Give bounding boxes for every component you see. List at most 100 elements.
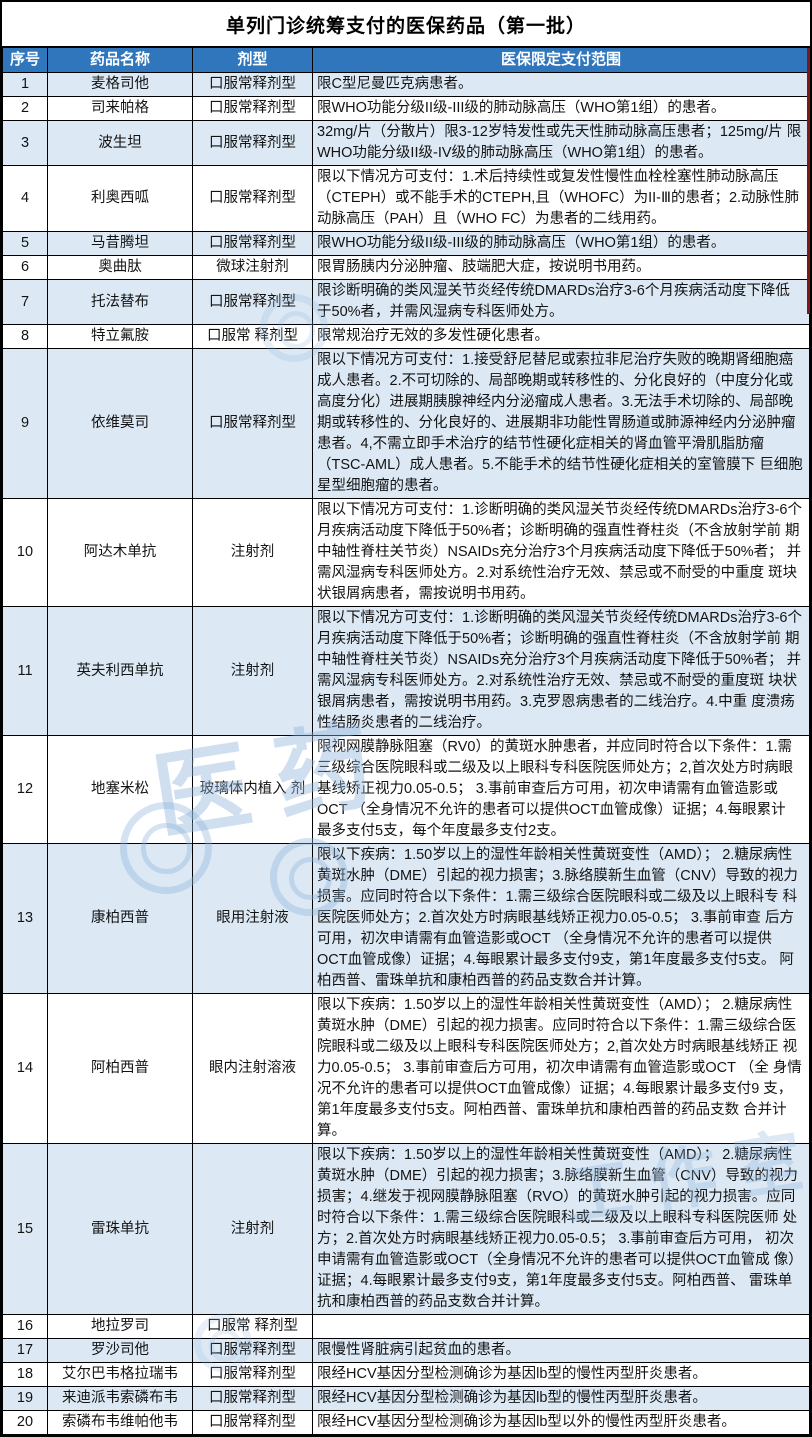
dosage-form-cell: 注射剂 xyxy=(192,606,313,736)
row-number-cell: 16 xyxy=(2,1314,48,1339)
row-number-cell: 5 xyxy=(2,231,48,256)
row-number-cell: 19 xyxy=(2,1386,48,1411)
dosage-form-cell: 注射剂 xyxy=(192,1143,313,1315)
table-row: 13 康柏西普 眼用注射液 限以下疾病：1.50岁以上的湿性年龄相关性黄斑变性（… xyxy=(2,843,810,994)
drug-name-cell: 波生坦 xyxy=(47,120,193,166)
row-number-cell: 8 xyxy=(2,324,48,349)
page-title: 单列门诊统筹支付的医保药品（第一批） xyxy=(2,2,810,47)
drug-name-cell: 奥曲肽 xyxy=(47,255,193,280)
row-number-cell: 13 xyxy=(2,843,48,994)
table-row: 1 麦格司他 口服常释剂型 限C型尼曼匹克病患者。 xyxy=(2,72,810,97)
dosage-form-cell: 眼内注射溶液 xyxy=(192,993,313,1144)
table-row: 16 地拉罗司 口服常 释剂型 xyxy=(2,1314,810,1339)
row-number-cell: 4 xyxy=(2,165,48,232)
row-number-cell: 15 xyxy=(2,1143,48,1315)
row-number-cell: 9 xyxy=(2,348,48,499)
column-header-drug-name: 药品名称 xyxy=(47,47,193,73)
scope-cell: 限胃肠胰内分泌肿瘤、肢端肥大症，按说明书用药。 xyxy=(312,255,810,280)
drug-name-cell: 来迪派韦索磷布韦 xyxy=(47,1386,193,1411)
scope-cell: 限以下情况方可支付：1.接受舒尼替尼或索拉非尼治疗失败的晚期肾细胞癌成人患者。2… xyxy=(312,348,810,499)
drug-name-cell: 麦格司他 xyxy=(47,72,193,97)
header-row: 序号 药品名称 剂型 医保限定支付范围 xyxy=(2,47,810,73)
scope-cell: 限以下情况方可支付：1.术后持续性或复发性慢性血栓栓塞性肺动脉高压 （CTEPH… xyxy=(312,165,810,232)
drug-name-cell: 阿达木单抗 xyxy=(47,498,193,607)
drug-name-cell: 依维莫司 xyxy=(47,348,193,499)
row-number-cell: 10 xyxy=(2,498,48,607)
dosage-form-cell: 口服常释剂型 xyxy=(192,1362,313,1387)
table-row: 15 雷珠单抗 注射剂 限以下疾病：1.50岁以上的湿性年龄相关性黄斑变性（AM… xyxy=(2,1143,810,1315)
dosage-form-cell: 口服常释剂型 xyxy=(192,279,313,325)
drug-name-cell: 雷珠单抗 xyxy=(47,1143,193,1315)
drug-table: 序号 药品名称 剂型 医保限定支付范围 1 麦格司他 口服常释剂型 限C型尼曼匹… xyxy=(2,47,810,1435)
scope-cell: 限经HCV基因分型检测确诊为基因lb型的慢性丙型肝炎患者。 xyxy=(312,1362,810,1387)
row-number-cell: 17 xyxy=(2,1338,48,1363)
scope-cell: 限以下情况方可支付：1.诊断明确的类风湿关节炎经传统DMARDs治疗3-6个月疾… xyxy=(312,498,810,607)
row-number-cell: 1 xyxy=(2,72,48,97)
table-row: 4 利奥西呱 口服常释剂型 限以下情况方可支付：1.术后持续性或复发性慢性血栓栓… xyxy=(2,165,810,232)
row-number-cell: 6 xyxy=(2,255,48,280)
table-row: 8 特立氟胺 口服常 释剂型 限常规治疗无效的多发性硬化患者。 xyxy=(2,324,810,349)
scope-cell: 32mg/片（分散片）限3-12岁特发性或先天性肺动脉高压患者；125mg/片 … xyxy=(312,120,810,166)
table-row: 3 波生坦 口服常释剂型 32mg/片（分散片）限3-12岁特发性或先天性肺动脉… xyxy=(2,120,810,166)
dosage-form-cell: 玻璃体内植入 剂 xyxy=(192,735,313,844)
scope-cell: 限WHO功能分级II级-III级的肺动脉高压（WHO第1组）的患者。 xyxy=(312,96,810,121)
table-row: 18 艾尔巴韦格拉瑞韦 口服常释剂型 限经HCV基因分型检测确诊为基因lb型的慢… xyxy=(2,1362,810,1387)
scope-cell: 限以下疾病：1.50岁以上的湿性年龄相关性黄斑变性（AMD）； 2.糖尿病性 黄… xyxy=(312,843,810,994)
drug-name-cell: 司来帕格 xyxy=(47,96,193,121)
dosage-form-cell: 口服常释剂型 xyxy=(192,1338,313,1363)
scope-cell: 限慢性肾脏病引起贫血的患者。 xyxy=(312,1338,810,1363)
table-row: 6 奥曲肽 微球注射剂 限胃肠胰内分泌肿瘤、肢端肥大症，按说明书用药。 xyxy=(2,255,810,280)
table-row: 2 司来帕格 口服常释剂型 限WHO功能分级II级-III级的肺动脉高压（WHO… xyxy=(2,96,810,121)
table-row: 17 罗沙司他 口服常释剂型 限慢性肾脏病引起贫血的患者。 xyxy=(2,1338,810,1363)
scope-cell: 限以下疾病：1.50岁以上的湿性年龄相关性黄斑变性（AMD）； 2.糖尿病性 黄… xyxy=(312,993,810,1144)
table-row: 9 依维莫司 口服常释剂型 限以下情况方可支付：1.接受舒尼替尼或索拉非尼治疗失… xyxy=(2,348,810,499)
scope-cell: 限经HCV基因分型检测确诊为基因lb型的慢性丙型肝炎患者。 xyxy=(312,1386,810,1411)
dosage-form-cell: 口服常释剂型 xyxy=(192,165,313,232)
red-edge-mark xyxy=(807,48,810,314)
dosage-form-cell: 注射剂 xyxy=(192,498,313,607)
scope-cell: 限经HCV基因分型检测确诊为基因lb型以外的慢性丙型肝炎患者。 xyxy=(312,1410,810,1435)
drug-name-cell: 英夫利西单抗 xyxy=(47,606,193,736)
row-number-cell: 20 xyxy=(2,1410,48,1435)
row-number-cell: 11 xyxy=(2,606,48,736)
row-number-cell: 14 xyxy=(2,993,48,1144)
dosage-form-cell: 口服常释剂型 xyxy=(192,72,313,97)
dosage-form-cell: 口服常释剂型 xyxy=(192,1386,313,1411)
drug-name-cell: 阿柏西普 xyxy=(47,993,193,1144)
table-row: 19 来迪派韦索磷布韦 口服常释剂型 限经HCV基因分型检测确诊为基因lb型的慢… xyxy=(2,1386,810,1411)
dosage-form-cell: 眼用注射液 xyxy=(192,843,313,994)
column-header-scope: 医保限定支付范围 xyxy=(312,47,810,73)
dosage-form-cell: 口服常释剂型 xyxy=(192,1410,313,1435)
column-header-dosage-form: 剂型 xyxy=(192,47,313,73)
table-row: 7 托法替布 口服常释剂型 限诊断明确的类风湿关节炎经传统DMARDs治疗3-6… xyxy=(2,279,810,325)
drug-name-cell: 地塞米松 xyxy=(47,735,193,844)
drug-name-cell: 马昔腾坦 xyxy=(47,231,193,256)
dosage-form-cell: 微球注射剂 xyxy=(192,255,313,280)
scope-cell: 限诊断明确的类风湿关节炎经传统DMARDs治疗3-6个月疾病活动度下降低 于50… xyxy=(312,279,810,325)
scope-cell: 限C型尼曼匹克病患者。 xyxy=(312,72,810,97)
row-number-cell: 2 xyxy=(2,96,48,121)
table-row: 14 阿柏西普 眼内注射溶液 限以下疾病：1.50岁以上的湿性年龄相关性黄斑变性… xyxy=(2,993,810,1144)
column-header-no: 序号 xyxy=(2,47,48,73)
drug-name-cell: 康柏西普 xyxy=(47,843,193,994)
scope-cell: 限以下情况方可支付：1.诊断明确的类风湿关节炎经传统DMARDs治疗3-6个月疾… xyxy=(312,606,810,736)
dosage-form-cell: 口服常释剂型 xyxy=(192,120,313,166)
dosage-form-cell: 口服常 释剂型 xyxy=(192,1314,313,1339)
dosage-form-cell: 口服常释剂型 xyxy=(192,348,313,499)
dosage-form-cell: 口服常释剂型 xyxy=(192,96,313,121)
dosage-form-cell: 口服常 释剂型 xyxy=(192,324,313,349)
drug-name-cell: 地拉罗司 xyxy=(47,1314,193,1339)
table-row: 12 地塞米松 玻璃体内植入 剂 限视网膜静脉阻塞（RV0）的黄斑水肿患者，并应… xyxy=(2,735,810,844)
scope-cell: 限常规治疗无效的多发性硬化患者。 xyxy=(312,324,810,349)
scope-cell xyxy=(312,1314,810,1339)
row-number-cell: 12 xyxy=(2,735,48,844)
drug-table-body: 1 麦格司他 口服常释剂型 限C型尼曼匹克病患者。 2 司来帕格 口服常释剂型 … xyxy=(2,72,810,1435)
drug-name-cell: 罗沙司他 xyxy=(47,1338,193,1363)
table-row: 5 马昔腾坦 口服常释剂型 限WHO功能分级II级-III级的肺动脉高压（WHO… xyxy=(2,231,810,256)
table-row: 10 阿达木单抗 注射剂 限以下情况方可支付：1.诊断明确的类风湿关节炎经传统D… xyxy=(2,498,810,607)
row-number-cell: 18 xyxy=(2,1362,48,1387)
scope-cell: 限视网膜静脉阻塞（RV0）的黄斑水肿患者，并应同时符合以下条件：1.需三级综合医… xyxy=(312,735,810,844)
scope-cell: 限以下疾病：1.50岁以上的湿性年龄相关性黄斑变性（AMD）； 2.糖尿病性 黄… xyxy=(312,1143,810,1315)
table-row: 11 英夫利西单抗 注射剂 限以下情况方可支付：1.诊断明确的类风湿关节炎经传统… xyxy=(2,606,810,736)
